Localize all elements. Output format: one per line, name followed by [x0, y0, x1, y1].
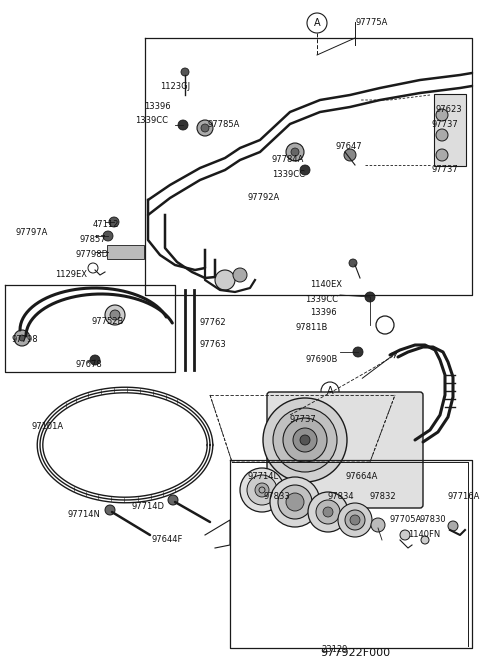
Circle shape	[436, 109, 448, 121]
Circle shape	[105, 505, 115, 515]
Circle shape	[90, 355, 100, 365]
Text: 97714D: 97714D	[132, 502, 165, 511]
FancyBboxPatch shape	[107, 245, 144, 259]
Text: 1129EX: 1129EX	[55, 270, 87, 279]
FancyBboxPatch shape	[267, 392, 423, 508]
Text: 97623: 97623	[435, 105, 462, 114]
Text: A: A	[314, 18, 320, 28]
Circle shape	[201, 124, 209, 132]
Text: 97762: 97762	[200, 318, 227, 327]
Text: 97737: 97737	[290, 415, 317, 424]
Circle shape	[168, 495, 178, 505]
Text: 1123GJ: 1123GJ	[160, 82, 190, 91]
Text: 97705A: 97705A	[390, 515, 422, 524]
Circle shape	[19, 335, 25, 341]
Circle shape	[233, 268, 247, 282]
Circle shape	[308, 492, 348, 532]
Circle shape	[436, 129, 448, 141]
Circle shape	[349, 259, 357, 267]
Circle shape	[293, 428, 317, 452]
Text: 97101A: 97101A	[32, 422, 64, 431]
Text: 97763: 97763	[200, 340, 227, 349]
Text: 97785A: 97785A	[207, 120, 240, 129]
Text: 97737: 97737	[432, 165, 459, 174]
Text: 97664A: 97664A	[345, 472, 377, 481]
Circle shape	[344, 149, 356, 161]
Circle shape	[365, 292, 375, 302]
Text: 97714N: 97714N	[68, 510, 101, 519]
Text: 1140EX: 1140EX	[310, 280, 342, 289]
Circle shape	[263, 398, 347, 482]
Circle shape	[345, 510, 365, 530]
Text: 97811B: 97811B	[295, 323, 327, 332]
Circle shape	[371, 518, 385, 532]
FancyBboxPatch shape	[434, 94, 466, 166]
Text: 13396: 13396	[310, 308, 336, 317]
Text: 23129: 23129	[322, 645, 348, 654]
Circle shape	[400, 530, 410, 540]
Text: 97714L: 97714L	[248, 472, 279, 481]
Circle shape	[273, 408, 337, 472]
Text: 97798: 97798	[12, 335, 38, 344]
Circle shape	[197, 120, 213, 136]
Text: 97644F: 97644F	[152, 535, 183, 544]
Circle shape	[247, 475, 277, 505]
Circle shape	[278, 485, 312, 519]
Text: 97737: 97737	[432, 120, 459, 129]
Circle shape	[240, 468, 284, 512]
Circle shape	[110, 310, 120, 320]
Circle shape	[270, 477, 320, 527]
Text: 97775A: 97775A	[355, 18, 387, 27]
Circle shape	[448, 521, 458, 531]
Text: 1140FN: 1140FN	[408, 530, 440, 539]
Text: 13396: 13396	[144, 102, 170, 111]
Circle shape	[338, 503, 372, 537]
Circle shape	[215, 270, 235, 290]
Circle shape	[178, 120, 188, 130]
Circle shape	[181, 68, 189, 76]
Text: 977922F000: 977922F000	[320, 648, 390, 658]
Text: 1339CC: 1339CC	[135, 116, 168, 125]
Text: A: A	[327, 386, 333, 396]
Circle shape	[300, 435, 310, 445]
Circle shape	[323, 507, 333, 517]
Circle shape	[436, 149, 448, 161]
Circle shape	[350, 515, 360, 525]
Circle shape	[109, 217, 119, 227]
Text: 97690B: 97690B	[305, 355, 337, 364]
Text: 97678: 97678	[75, 360, 102, 369]
Text: 97833: 97833	[263, 492, 290, 501]
Text: 97832: 97832	[370, 492, 396, 501]
Circle shape	[300, 165, 310, 175]
Circle shape	[103, 231, 113, 241]
Text: 97752B: 97752B	[92, 317, 124, 326]
Circle shape	[105, 305, 125, 325]
Circle shape	[421, 536, 429, 544]
Circle shape	[283, 418, 327, 462]
Text: 97792A: 97792A	[248, 193, 280, 202]
Text: 97647: 97647	[335, 142, 361, 151]
Circle shape	[286, 143, 304, 161]
Text: 47112: 47112	[93, 220, 120, 229]
Text: 1339CC: 1339CC	[305, 295, 338, 304]
Text: 1339CC: 1339CC	[272, 170, 305, 179]
Circle shape	[316, 500, 340, 524]
Text: 97857: 97857	[80, 235, 107, 244]
Text: 97716A: 97716A	[447, 492, 480, 501]
Text: 97830: 97830	[420, 515, 446, 524]
Text: 97784A: 97784A	[272, 155, 304, 164]
Circle shape	[255, 483, 269, 497]
Text: 97834: 97834	[328, 492, 355, 501]
Text: 97797A: 97797A	[15, 228, 48, 237]
Circle shape	[14, 330, 30, 346]
Circle shape	[291, 148, 299, 156]
Circle shape	[286, 493, 304, 511]
Text: 97798D: 97798D	[75, 250, 108, 259]
Circle shape	[353, 347, 363, 357]
